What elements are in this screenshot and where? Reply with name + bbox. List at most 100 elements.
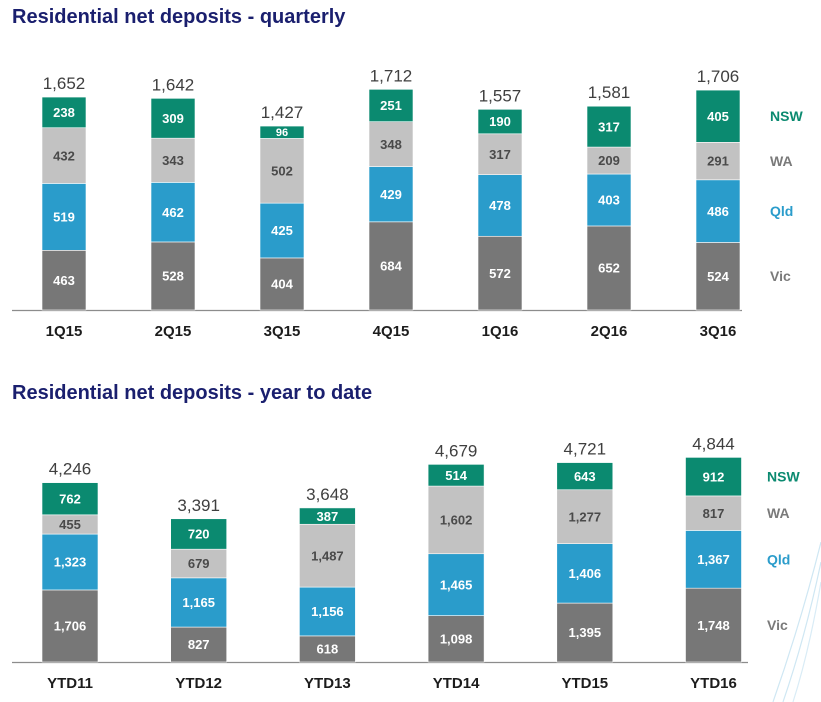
ytd-data-label: 912: [703, 469, 725, 484]
ytd-data-label: 1,277: [569, 509, 602, 524]
quarterly-bar-nsw-4q15: [368, 89, 414, 122]
ytd-legend-wa: WA: [767, 505, 790, 521]
quarterly-bar-vic-3q16: [695, 242, 741, 311]
quarterly-bar-qld-2q15: [150, 182, 196, 243]
ytd-data-label: 1,367: [697, 552, 730, 567]
quarterly-bar-vic-1q15: [41, 250, 87, 311]
quarterly-total-label: 1,427: [261, 103, 304, 122]
quarterly-data-label: 403: [598, 193, 620, 208]
quarterly-bar-qld-4q15: [368, 166, 414, 223]
quarterly-data-label: 343: [162, 153, 184, 168]
quarterly-data-label: 519: [53, 210, 75, 225]
quarterly-legend-qld: Qld: [770, 203, 793, 219]
ytd-data-label: 1,395: [569, 625, 602, 640]
ytd-bar-wa-ytd13: [299, 523, 356, 588]
quarterly-data-label: 190: [489, 114, 511, 129]
ytd-bar-wa-ytd12: [170, 548, 227, 579]
ytd-bar-qld-ytd13: [299, 586, 356, 637]
ytd-data-label: 1,156: [311, 604, 344, 619]
quarterly-category-label: 1Q15: [46, 323, 83, 340]
quarterly-category-label: 4Q15: [373, 323, 410, 340]
ytd-category-label: YTD15: [561, 675, 608, 692]
quarterly-bar-nsw-2q16: [586, 105, 632, 148]
ytd-data-label: 618: [317, 642, 339, 657]
quarterly-category-label: 3Q15: [264, 323, 301, 340]
ytd-chart-title: Residential net deposits - year to date: [12, 382, 373, 404]
quarterly-total-label: 1,557: [479, 86, 522, 105]
ytd-data-label: 1,602: [440, 513, 473, 528]
ytd-bar-qld-ytd11: [41, 533, 99, 591]
quarterly-bar-vic-1q16: [477, 235, 523, 311]
quarterly-bar-wa-1q16: [477, 133, 523, 175]
quarterly-bar-qld-3q15: [259, 202, 305, 259]
ytd-data-label: 1,098: [440, 631, 473, 646]
quarterly-data-label: 96: [276, 127, 288, 139]
quarterly-bar-nsw-1q16: [477, 109, 523, 135]
quarterly-chart: 463 519 432 238 1,652 1Q15 528 462 343 309 1,642 2Q…: [12, 66, 803, 340]
quarterly-bar-nsw-2q15: [150, 98, 196, 139]
quarterly-bar-vic-2q15: [150, 241, 196, 311]
ytd-legend-vic: Vic: [767, 617, 788, 633]
ytd-bar-vic-ytd14: [427, 615, 485, 663]
quarterly-bar-wa-2q15: [150, 137, 196, 183]
quarterly-category-label: 1Q16: [482, 323, 519, 340]
quarterly-total-label: 1,712: [370, 66, 413, 85]
ytd-category-label: YTD12: [175, 675, 222, 692]
quarterly-legend-vic: Vic: [770, 268, 791, 284]
quarterly-data-label: 463: [53, 273, 75, 288]
ytd-bar-nsw-ytd15: [556, 462, 614, 491]
quarterly-total-label: 1,706: [697, 67, 740, 86]
ytd-legend-nsw: NSW: [767, 469, 800, 485]
decorative-swoosh: [772, 542, 821, 702]
quarterly-data-label: 425: [271, 223, 293, 238]
ytd-data-label: 1,465: [440, 577, 473, 592]
quarterly-bar-wa-3q15: [259, 138, 305, 204]
quarterly-data-label: 478: [489, 198, 511, 213]
quarterly-bar-nsw-3q16: [695, 89, 741, 143]
ytd-bar-qld-ytd14: [427, 553, 485, 616]
ytd-category-label: YTD11: [47, 675, 93, 692]
ytd-data-label: 827: [188, 637, 210, 652]
ytd-data-label: 679: [188, 556, 210, 571]
quarterly-category-label: 2Q15: [155, 323, 192, 340]
quarterly-bar-wa-2q16: [586, 146, 632, 175]
ytd-legend-qld: Qld: [767, 551, 790, 567]
ytd-bar-nsw-ytd11: [41, 482, 99, 516]
ytd-data-label: 455: [59, 517, 81, 532]
ytd-data-label: 1,323: [54, 555, 87, 570]
ytd-total-label: 4,721: [564, 440, 607, 459]
ytd-total-label: 4,679: [435, 441, 478, 460]
quarterly-data-label: 524: [707, 269, 729, 284]
quarterly-legend-wa: WA: [770, 153, 793, 169]
ytd-data-label: 817: [703, 506, 725, 521]
quarterly-data-label: 317: [598, 119, 620, 134]
ytd-total-label: 4,844: [692, 434, 735, 453]
quarterly-data-label: 238: [53, 105, 75, 120]
ytd-category-label: YTD14: [433, 675, 480, 692]
quarterly-data-label: 291: [707, 154, 729, 169]
quarterly-chart-title: Residential net deposits - quarterly: [12, 6, 346, 28]
quarterly-category-label: 3Q16: [700, 323, 737, 340]
ytd-data-label: 1,706: [54, 619, 87, 634]
quarterly-bar-qld-3q16: [695, 179, 741, 243]
quarterly-data-label: 572: [489, 266, 511, 281]
ytd-data-label: 720: [188, 527, 210, 542]
ytd-data-label: 387: [317, 509, 339, 524]
quarterly-bar-vic-4q15: [368, 221, 414, 311]
ytd-bar-wa-ytd14: [427, 485, 485, 555]
quarterly-data-label: 432: [53, 148, 75, 163]
ytd-bar-vic-ytd16: [685, 587, 742, 663]
quarterly-total-label: 1,652: [43, 74, 86, 93]
ytd-bar-vic-ytd15: [556, 602, 614, 663]
ytd-data-label: 762: [59, 491, 81, 506]
ytd-bar-nsw-ytd13: [299, 507, 356, 525]
quarterly-data-label: 317: [489, 147, 511, 162]
ytd-data-label: 1,406: [569, 566, 602, 581]
quarterly-total-label: 1,581: [588, 83, 631, 102]
ytd-data-label: 1,748: [697, 618, 730, 633]
ytd-data-label: 643: [574, 469, 596, 484]
ytd-bar-qld-ytd16: [685, 530, 742, 589]
ytd-bar-vic-ytd11: [41, 589, 99, 663]
ytd-total-label: 4,246: [49, 460, 92, 479]
ytd-category-label: YTD16: [690, 675, 737, 692]
